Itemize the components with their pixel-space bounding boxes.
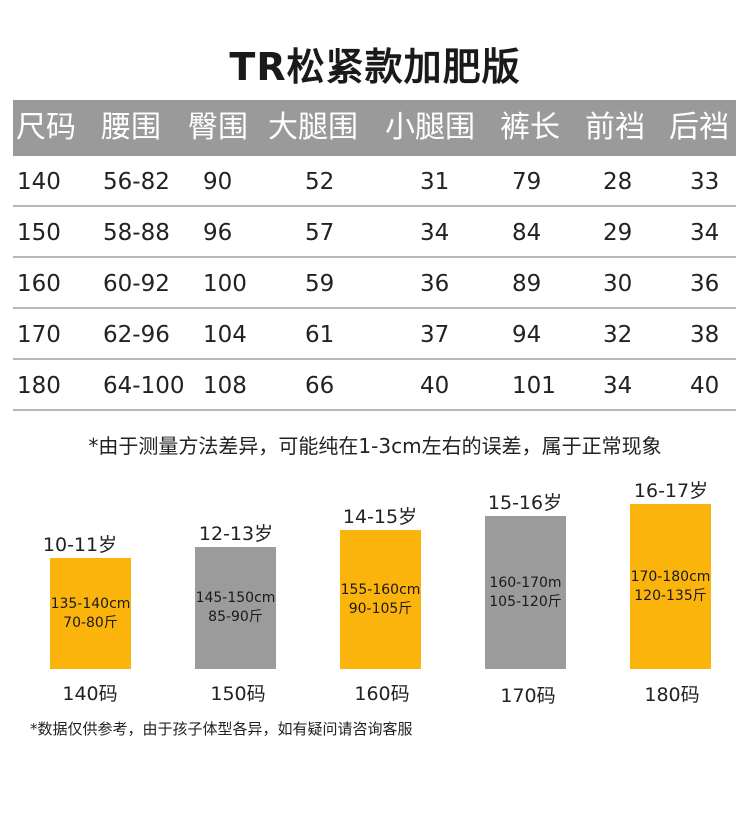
age-label: 12-13岁 [198,523,274,545]
table-cell: 36 [420,271,450,297]
header-calf: 小腿围 [385,110,475,145]
table-row: 170 62-96 104 61 37 94 32 38 [13,309,736,360]
table-cell: 101 [512,373,556,399]
height-range: 145-150cm [195,590,276,606]
table-cell: 57 [305,220,335,246]
header-front-rise: 前裆 [585,110,645,145]
age-label: 15-16岁 [487,492,563,514]
size-block-150: 145-150cm 85-90斤 [195,547,276,669]
table-cell: 40 [690,373,720,399]
table-cell: 150 [17,220,61,246]
size-table: 尺码 腰围 臀围 大腿围 小腿围 裤长 前裆 后裆 140 56-82 90 5… [13,100,736,411]
size-label: 160码 [354,683,410,705]
page-title: TR松紧款加肥版 [229,45,521,89]
size-label: 170码 [500,685,556,707]
weight-range: 120-135斤 [634,587,707,604]
size-block-160: 155-160cm 90-105斤 [340,530,421,669]
table-cell: 160 [17,271,61,297]
table-cell: 30 [603,271,633,297]
table-cell: 34 [603,373,633,399]
measurement-note: *由于测量方法差异，可能纯在1-3cm左右的误差，属于正常现象 [88,434,662,458]
table-cell: 40 [420,373,450,399]
weight-range: 85-90斤 [208,609,263,625]
table-cell: 60-92 [103,271,170,297]
table-cell: 66 [305,373,335,399]
table-cell: 29 [603,220,633,246]
age-label: 10-11岁 [42,534,118,556]
header-size: 尺码 [16,110,76,145]
table-cell: 180 [17,373,61,399]
table-cell: 52 [305,169,335,195]
size-label: 150码 [210,683,266,705]
table-cell: 64-100 [103,373,185,399]
table-cell: 31 [420,169,450,195]
table-cell: 96 [203,220,233,246]
table-cell: 61 [305,322,335,348]
header-thigh: 大腿围 [268,110,358,145]
table-row: 140 56-82 90 52 31 79 28 33 [13,156,736,207]
table-cell: 34 [420,220,450,246]
table-cell: 108 [203,373,247,399]
size-label: 140码 [62,683,118,705]
header-waist: 腰围 [101,110,161,145]
size-label: 180码 [644,684,700,706]
table-cell: 37 [420,322,450,348]
table-cell: 28 [603,169,633,195]
header-back-rise: 后裆 [669,110,729,145]
table-cell: 33 [690,169,720,195]
size-block-140: 135-140cm 70-80斤 [50,558,131,669]
age-label: 16-17岁 [633,480,709,502]
header-length: 裤长 [500,110,560,145]
weight-range: 105-120斤 [489,593,562,610]
height-range: 135-140cm [50,595,131,612]
table-cell: 79 [512,169,542,195]
table-cell: 140 [17,169,61,195]
table-cell: 34 [690,220,720,246]
table-cell: 104 [203,322,247,348]
size-block-180: 170-180cm 120-135斤 [630,504,711,669]
table-row: 180 64-100 108 66 40 101 34 40 [13,360,736,411]
header-hip: 臀围 [188,110,248,145]
table-cell: 89 [512,271,542,297]
table-header-row: 尺码 腰围 臀围 大腿围 小腿围 裤长 前裆 后裆 [13,100,736,156]
table-cell: 59 [305,271,335,297]
table-cell: 56-82 [103,169,170,195]
weight-range: 90-105斤 [348,600,413,617]
table-cell: 94 [512,322,542,348]
table-cell: 170 [17,322,61,348]
age-label: 14-15岁 [342,506,418,528]
table-row: 160 60-92 100 59 36 89 30 36 [13,258,736,309]
table-cell: 62-96 [103,322,170,348]
table-row: 150 58-88 96 57 34 84 29 34 [13,207,736,258]
table-cell: 58-88 [103,220,170,246]
table-cell: 100 [203,271,247,297]
table-cell: 90 [203,169,233,195]
height-range: 160-170m [489,574,562,591]
height-range: 170-180cm [630,568,711,585]
table-cell: 36 [690,271,720,297]
weight-range: 70-80斤 [63,614,118,631]
size-block-170: 160-170m 105-120斤 [485,516,566,669]
height-range: 155-160cm [340,581,421,598]
table-cell: 38 [690,322,720,348]
table-cell: 32 [603,322,633,348]
reference-note: *数据仅供参考，由于孩子体型各异，如有疑问请咨询客服 [30,720,413,738]
table-cell: 84 [512,220,542,246]
